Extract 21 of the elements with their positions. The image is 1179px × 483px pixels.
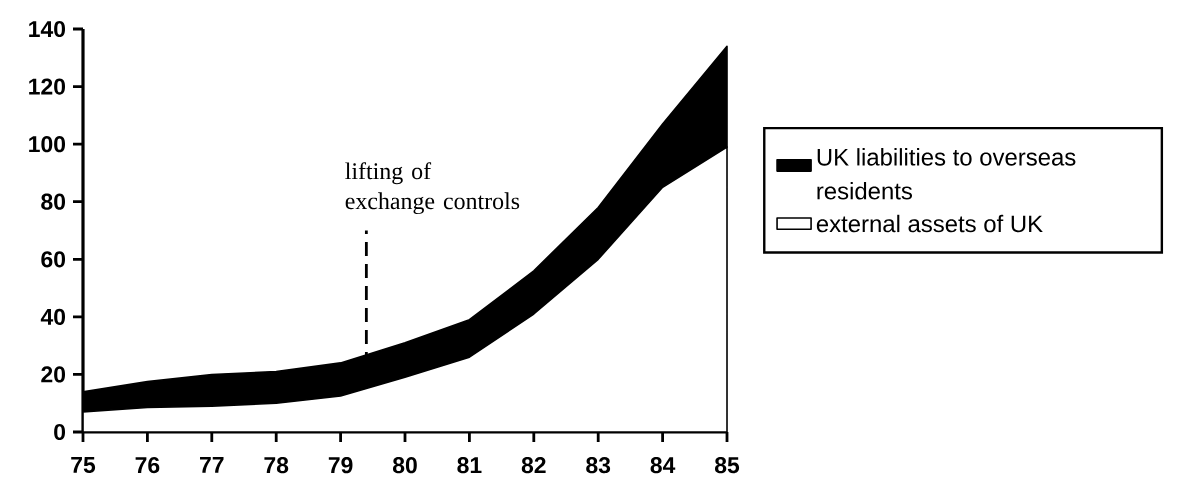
legend-label: external assets of UK bbox=[816, 214, 1043, 233]
x-tick-label: 81 bbox=[457, 457, 482, 474]
y-tick-label: 0 bbox=[54, 423, 66, 441]
x-tick-label: 84 bbox=[650, 457, 676, 474]
y-tick-label: 80 bbox=[41, 193, 66, 210]
x-tick-label: 75 bbox=[71, 457, 96, 474]
x-tick-label: 82 bbox=[521, 457, 546, 474]
y-tick-label: 60 bbox=[41, 251, 66, 268]
x-tick-label: 80 bbox=[392, 457, 417, 474]
y-tick-label: 120 bbox=[29, 78, 66, 95]
y-tick-label: 40 bbox=[40, 308, 66, 325]
x-tick-label: 76 bbox=[135, 457, 160, 474]
x-tick-label: 85 bbox=[714, 457, 740, 474]
x-tick-label: 79 bbox=[328, 457, 353, 474]
y-tick-label: 100 bbox=[29, 136, 66, 153]
y-tick-label: 140 bbox=[29, 20, 66, 38]
x-tick-label: 78 bbox=[264, 457, 289, 474]
x-tick-label: 77 bbox=[200, 457, 224, 473]
x-tick-label: 83 bbox=[586, 457, 611, 474]
ref-line-label: lifting of exchange controls bbox=[345, 162, 520, 215]
y-tick-label: 20 bbox=[41, 366, 66, 383]
